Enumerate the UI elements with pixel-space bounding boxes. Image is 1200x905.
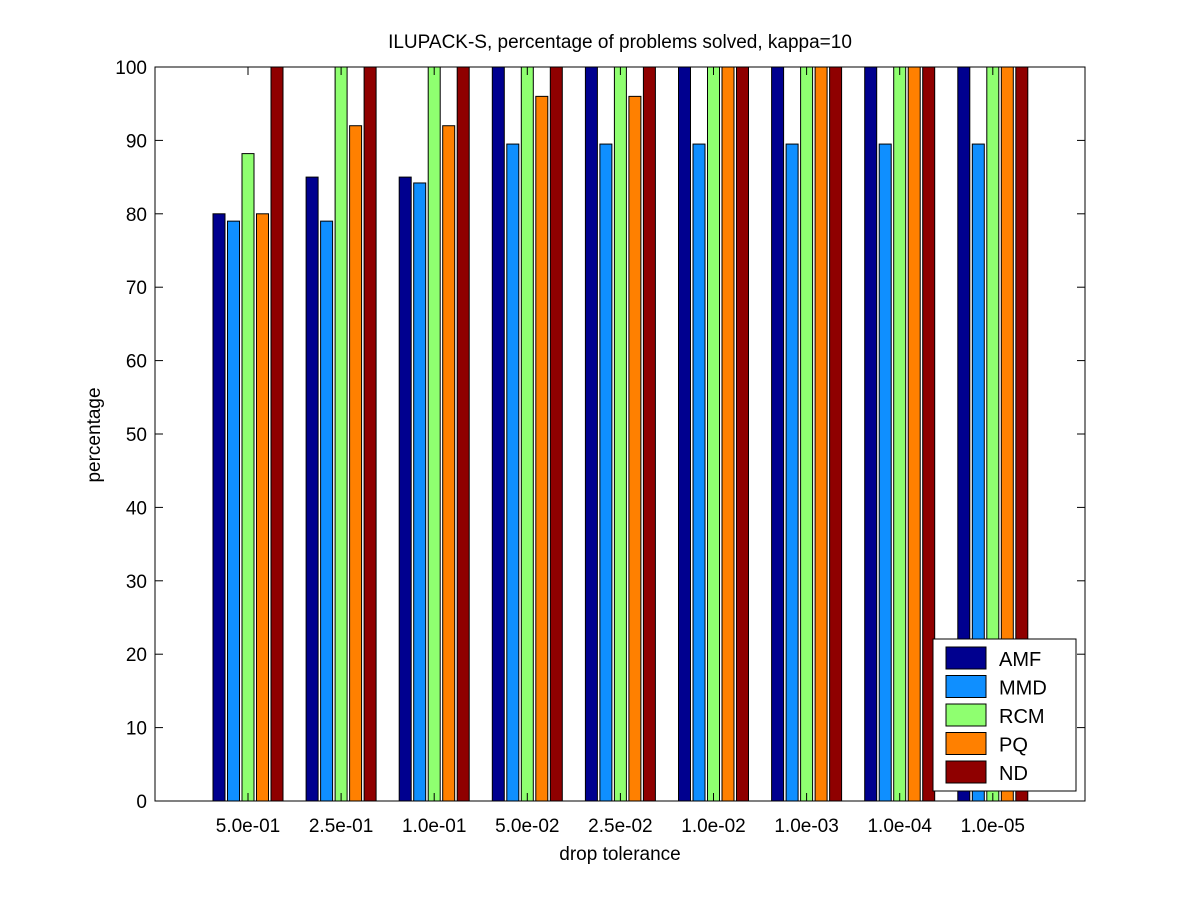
bar-rcm-1.0e-03: [800, 66, 814, 802]
y-tick-label: 70: [126, 278, 147, 299]
bar-mmd-5.0e-02: [506, 143, 520, 802]
chart-title: ILUPACK-S, percentage of problems solved…: [388, 32, 852, 53]
bar-nd-1.0e-02: [736, 66, 749, 802]
bar-amf-1.0e-01: [398, 176, 412, 802]
bar-rcm-2.5e-01: [334, 66, 348, 802]
bar-nd-1.0e-01: [456, 66, 470, 802]
y-tick-label: 90: [126, 131, 147, 152]
bar-pq-1.0e-02: [721, 66, 735, 802]
bar-mmd-1.0e-04: [878, 143, 892, 802]
y-tick-label: 100: [115, 58, 147, 79]
y-tick-label: 10: [126, 719, 147, 740]
bar-mmd-1.0e-01: [413, 182, 427, 802]
y-tick-label: 40: [126, 498, 147, 519]
legend-label-amf: AMF: [999, 649, 1041, 671]
bar-nd-1.0e-03: [829, 66, 843, 802]
x-tick-label: 1.0e-01: [402, 816, 466, 837]
bar-pq-1.0e-01: [442, 125, 456, 802]
bar-amf-2.5e-01: [305, 176, 319, 802]
y-tick-label: 50: [126, 425, 147, 446]
bar-rcm-1.0e-04: [893, 66, 907, 802]
x-tick-label: 5.0e-02: [495, 816, 559, 837]
x-tick-label: 1.0e-05: [961, 816, 1025, 837]
bar-pq-1.0e-04: [907, 66, 921, 802]
bar-amf-1.0e-02: [678, 66, 691, 802]
y-tick-label: 30: [126, 572, 147, 593]
bar-nd-2.5e-02: [642, 66, 656, 802]
y-tick-label: 80: [126, 205, 147, 226]
bar-mmd-2.5e-01: [320, 220, 334, 802]
legend: AMF MMD RCM PQ ND: [932, 638, 1077, 792]
x-tick-label: 2.5e-02: [588, 816, 652, 837]
bar-amf-5.0e-01: [212, 213, 226, 802]
bar-mmd-2.5e-02: [599, 143, 613, 802]
bar-amf-1.0e-04: [864, 66, 878, 802]
bar-pq-1.0e-03: [814, 66, 828, 802]
bar-pq-5.0e-01: [256, 213, 269, 802]
bar-nd-5.0e-01: [270, 66, 284, 802]
bar-pq-2.5e-01: [349, 125, 363, 802]
bar-mmd-1.0e-02: [692, 143, 706, 802]
legend-swatch-mmd: [945, 675, 987, 698]
y-tick-label: 20: [126, 645, 147, 666]
x-tick-label: 1.0e-04: [867, 816, 932, 837]
legend-swatch-nd: [945, 760, 987, 784]
bar-rcm-1.0e-02: [707, 66, 720, 802]
x-tick-label: 1.0e-03: [774, 816, 838, 837]
bars-layer: [212, 66, 1029, 802]
y-tick-label: 60: [126, 352, 147, 373]
legend-label-mmd: MMD: [999, 678, 1047, 700]
bar-nd-5.0e-02: [549, 66, 563, 802]
legend-swatch-rcm: [945, 703, 987, 727]
bar-pq-2.5e-02: [628, 95, 642, 802]
legend-label-rcm: RCM: [999, 706, 1045, 728]
x-tick-label: 5.0e-01: [216, 816, 280, 837]
bar-amf-1.0e-03: [771, 66, 785, 802]
y-axis-label: percentage: [84, 387, 105, 482]
bar-nd-2.5e-01: [363, 66, 377, 802]
legend-label-pq: PQ: [999, 735, 1028, 757]
bar-rcm-2.5e-02: [613, 66, 627, 802]
x-axis-label: drop tolerance: [559, 844, 680, 865]
bar-pq-5.0e-02: [535, 95, 549, 802]
bar-amf-2.5e-02: [584, 66, 598, 802]
bar-rcm-5.0e-02: [520, 66, 534, 802]
x-tick-label: 1.0e-02: [681, 816, 745, 837]
legend-swatch-pq: [945, 732, 987, 755]
bar-mmd-5.0e-01: [227, 220, 240, 802]
legend-swatch-amf: [945, 646, 987, 670]
x-axis-ticks: 5.0e-01 2.5e-01 1.0e-01 5.0e-02 2.5e-02 1.0e-…: [216, 67, 1025, 837]
bar-amf-5.0e-02: [491, 66, 505, 802]
legend-label-nd: ND: [999, 763, 1028, 785]
y-axis-ticks: 0 10 20 30 40 50 60 70 80 90 100: [115, 58, 1085, 813]
x-tick-label: 2.5e-01: [309, 816, 373, 837]
bar-rcm-1.0e-01: [427, 66, 441, 802]
y-tick-label: 0: [136, 792, 147, 813]
bar-mmd-1.0e-03: [785, 143, 799, 802]
bar-rcm-5.0e-01: [241, 153, 255, 802]
